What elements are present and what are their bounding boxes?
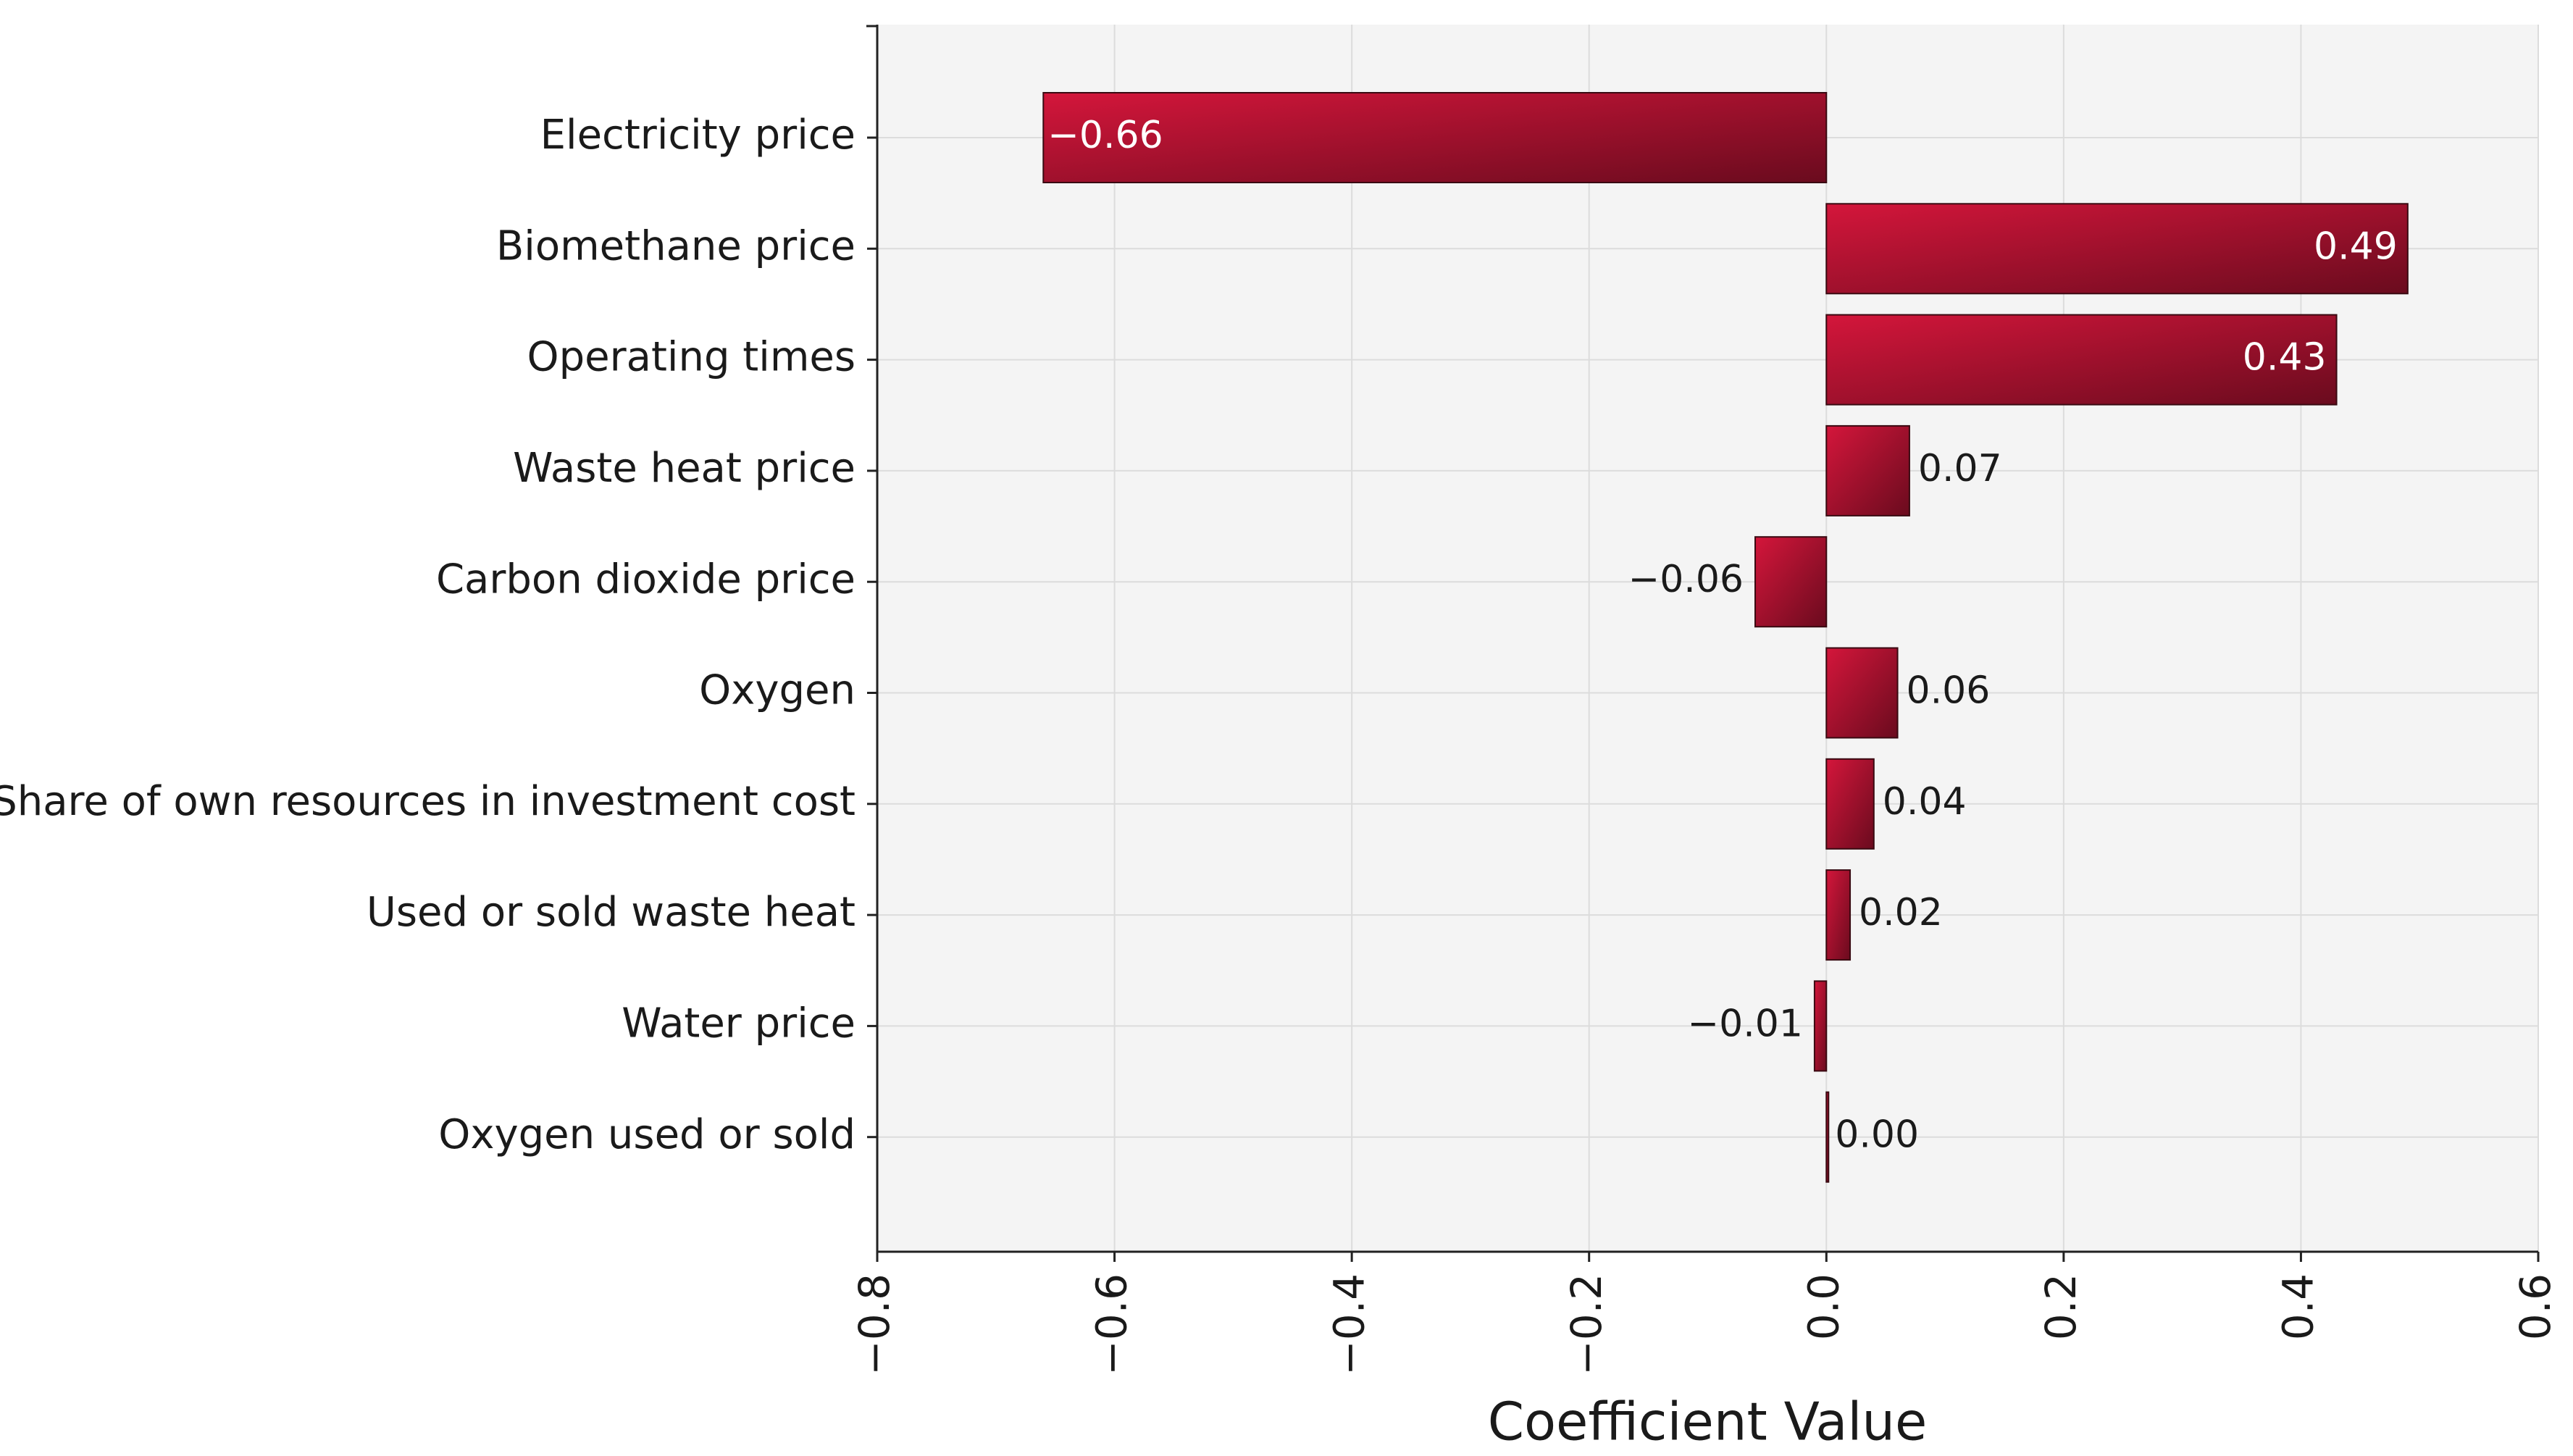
y-tick-label: Waste heat price [513,445,855,492]
y-tick-label: Operating times [527,334,855,381]
y-tick-label: Electricity price [540,112,855,159]
value-label: −0.06 [1628,558,1744,601]
value-label: 0.02 [1859,891,1943,934]
y-tick-label: Water price [622,1000,855,1047]
x-tick-label: −0.4 [1324,1273,1373,1376]
value-label: 0.00 [1835,1113,1919,1157]
x-axis-title: Coefficient Value [1488,1392,1928,1452]
value-label: 0.06 [1907,669,1991,713]
x-tick-label: 0.4 [2274,1273,2323,1340]
bar [1825,1091,1830,1183]
y-tick-label: Biomethane price [496,222,855,269]
value-label: 0.49 [2314,225,2398,268]
bar [1825,758,1875,850]
y-tick-label: Used or sold waste heat [367,889,855,936]
bar [1825,203,2409,295]
value-label: 0.43 [2243,336,2327,380]
bar [1754,536,1828,628]
bar [1825,869,1852,961]
x-tick-label: 0.2 [2036,1273,2085,1340]
value-label: −0.01 [1688,1002,1803,1045]
value-label: 0.07 [1918,447,2002,490]
bar [1825,647,1899,739]
x-tick-label: −0.6 [1087,1273,1137,1376]
bar [1825,314,2338,406]
y-tick-label: Carbon dioxide price [436,556,855,603]
y-tick-label: Share of own resources in investment cos… [0,778,855,825]
value-label: −0.66 [1047,114,1163,157]
y-tick-label: Oxygen [699,667,855,714]
y-tick-label: Oxygen used or sold [438,1111,855,1158]
value-label: 0.04 [1883,780,1967,824]
bar [1813,980,1828,1072]
x-tick-label: 0.0 [1799,1273,1848,1340]
bar [1042,92,1828,183]
x-tick-label: 0.6 [2511,1273,2560,1340]
x-tick-label: −0.8 [850,1273,899,1376]
x-tick-label: −0.2 [1562,1273,1611,1376]
bar [1825,424,1910,516]
